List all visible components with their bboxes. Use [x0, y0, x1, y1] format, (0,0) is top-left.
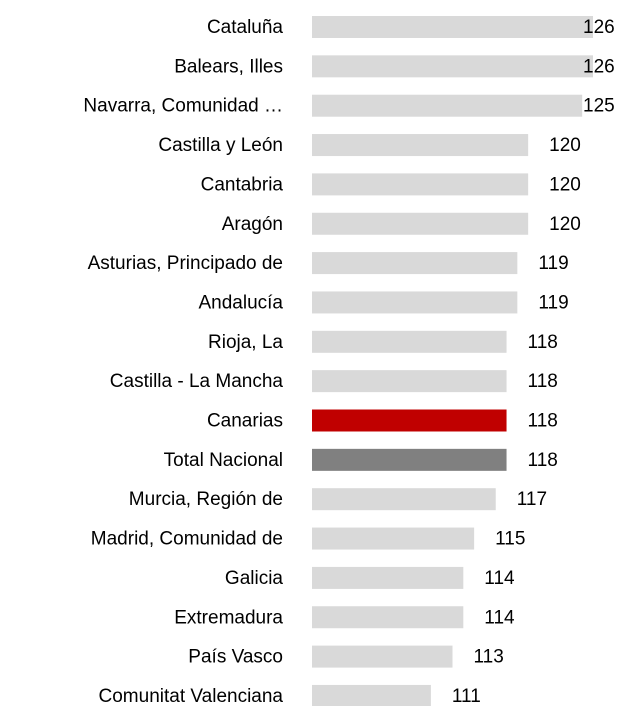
category-label: Andalucía [198, 292, 283, 313]
category-label: Aragón [222, 214, 283, 235]
value-label: 113 [474, 647, 504, 668]
value-label: 119 [538, 292, 568, 313]
value-label: 118 [528, 411, 558, 432]
bar [312, 606, 464, 629]
value-label: 118 [528, 371, 558, 392]
bar [312, 448, 507, 471]
value-label: 126 [583, 17, 615, 38]
value-label: 111 [452, 686, 481, 706]
value-label: 125 [583, 96, 615, 117]
bar [312, 134, 529, 157]
value-label: 120 [549, 214, 581, 235]
category-label: Total Nacional [164, 450, 283, 471]
bar [312, 173, 529, 196]
category-label: Asturias, Principado de [88, 253, 283, 274]
value-label: 126 [583, 56, 615, 77]
value-label: 115 [495, 529, 525, 550]
category-label: Cataluña [207, 17, 283, 38]
category-label: Madrid, Comunidad de [91, 529, 283, 550]
category-label: País Vasco [188, 647, 283, 668]
value-label: 114 [484, 568, 515, 589]
category-label: Rioja, La [208, 332, 283, 353]
category-label: Murcia, Región de [129, 489, 283, 510]
bar [312, 212, 529, 235]
bar [312, 330, 507, 353]
value-label: 118 [528, 332, 558, 353]
value-label: 120 [549, 135, 581, 156]
bar [312, 684, 431, 706]
bar [312, 291, 518, 314]
category-label: Extremadura [174, 607, 283, 628]
category-label: Castilla - La Mancha [110, 371, 284, 392]
bar [312, 55, 593, 78]
value-label: 117 [517, 489, 547, 510]
category-label: Galicia [225, 568, 284, 589]
bar [312, 488, 496, 511]
bar [312, 94, 583, 117]
bar [312, 409, 507, 432]
category-label: Balears, Illes [174, 56, 283, 77]
value-label: 119 [538, 253, 568, 274]
category-label: Canarias [207, 411, 283, 432]
bar [312, 16, 593, 38]
bar [312, 370, 507, 393]
category-label: Castilla y León [158, 135, 283, 156]
bar [312, 566, 464, 589]
value-label: 120 [549, 174, 581, 195]
category-label: Cantabria [201, 174, 284, 195]
value-label: 114 [484, 607, 515, 628]
bar [312, 252, 518, 275]
category-label: Navarra, Comunidad … [83, 96, 283, 117]
bar [312, 527, 475, 550]
bar [312, 645, 453, 668]
category-label: Comunitat Valenciana [99, 686, 284, 706]
value-label: 118 [528, 450, 558, 471]
